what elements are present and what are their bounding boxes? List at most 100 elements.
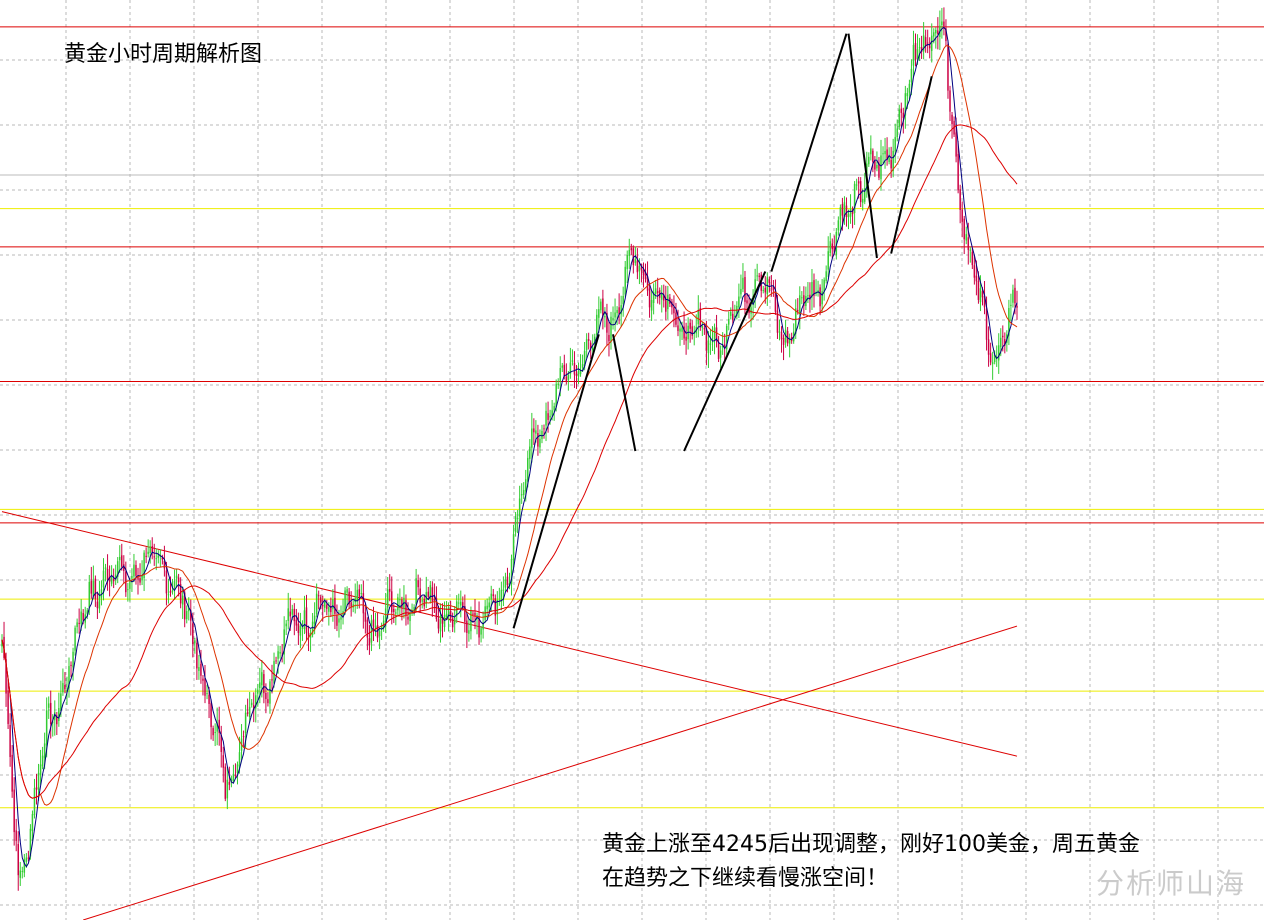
candle-body: [108, 576, 111, 582]
candle-body: [62, 683, 64, 693]
candle-body: [321, 604, 324, 607]
candle-body: [222, 755, 225, 768]
candle-body: [543, 428, 545, 430]
candle-body: [143, 552, 145, 579]
candle-body: [395, 612, 397, 614]
trend-line-up: [83, 625, 1018, 920]
candle-body: [709, 343, 712, 345]
candle-body: [216, 722, 218, 732]
candle-body: [153, 556, 155, 558]
candle-body: [612, 318, 614, 320]
candle-body: [971, 251, 974, 266]
candle-body: [257, 689, 259, 694]
candle-body: [492, 594, 495, 597]
candle-body: [646, 276, 649, 291]
candle-body: [350, 602, 352, 608]
candle-body: [204, 678, 206, 696]
candle-body: [1004, 339, 1006, 346]
candle-body: [486, 605, 488, 610]
candle-body: [527, 457, 529, 482]
candle-body: [92, 580, 95, 596]
candle-body: [624, 266, 626, 295]
candle-body: [407, 616, 409, 620]
candle-body: [725, 325, 728, 350]
candle-body: [876, 164, 878, 169]
candle-body: [671, 301, 673, 308]
candle-body: [650, 300, 653, 311]
candle-body: [882, 153, 884, 155]
candle-body: [397, 597, 399, 611]
candle-body: [54, 712, 56, 721]
candle-body: [289, 611, 292, 617]
candle-body: [17, 844, 19, 876]
candle-body: [864, 188, 866, 202]
candle-body: [121, 555, 123, 567]
candle-body: [80, 611, 82, 624]
candle-body: [293, 608, 296, 622]
candle-body: [626, 255, 628, 270]
candle-body: [600, 301, 602, 311]
candle-body: [60, 693, 62, 712]
candle-body: [317, 595, 320, 597]
candle-body: [768, 279, 771, 283]
candle-body: [116, 561, 119, 577]
candle-body: [287, 608, 289, 621]
candle-body: [955, 132, 957, 157]
candle-body: [896, 128, 898, 138]
candle-body: [512, 534, 515, 560]
candle-body: [851, 209, 854, 215]
candle-body: [772, 286, 775, 291]
candle-body: [232, 773, 235, 782]
candle-body: [825, 271, 827, 282]
trend-marker: [770, 33, 848, 272]
candle-body: [829, 241, 831, 253]
candle-body: [922, 35, 925, 52]
candle-body: [855, 184, 858, 186]
candle-body: [937, 30, 939, 34]
candle-body: [7, 690, 9, 724]
candle-body: [943, 21, 945, 27]
candle-body: [596, 314, 598, 336]
candle-body: [196, 642, 198, 669]
candle-body: [1016, 306, 1018, 308]
candle-body: [133, 564, 135, 577]
candle-body: [413, 607, 415, 614]
candle-body: [464, 606, 466, 622]
candle-body: [644, 272, 647, 280]
candle-body: [575, 373, 578, 377]
candle-body: [110, 577, 113, 584]
candle-body: [490, 593, 492, 600]
candle-body: [563, 364, 566, 377]
candle-body: [573, 362, 576, 375]
candle-body: [460, 601, 462, 606]
candle-body: [21, 870, 24, 872]
candle-body: [118, 556, 121, 561]
candle-body: [859, 181, 862, 203]
candle-body: [926, 42, 929, 44]
candle-body: [989, 353, 992, 363]
candle-body: [861, 198, 864, 203]
candle-body: [807, 295, 809, 297]
candle-body: [797, 309, 799, 312]
candle-body: [833, 246, 836, 252]
trend-marker: [890, 76, 933, 254]
candle-body: [880, 155, 882, 180]
candle-body: [910, 68, 913, 83]
candle-body: [35, 787, 38, 790]
trend-lines: [1, 511, 1018, 920]
candle-body: [537, 433, 539, 447]
candle-body: [648, 288, 651, 308]
candle-body: [449, 610, 452, 619]
candle-body: [945, 28, 947, 42]
candle-body: [853, 183, 856, 213]
candle-body: [839, 207, 842, 220]
candle-body: [25, 857, 28, 862]
candle-body: [522, 489, 525, 496]
candle-body: [165, 570, 168, 594]
candle-body: [705, 328, 708, 351]
candle-body: [569, 362, 572, 375]
candle-body: [171, 590, 174, 592]
candle-body: [74, 627, 76, 651]
candle-body: [175, 575, 178, 579]
candle-body: [439, 615, 442, 632]
